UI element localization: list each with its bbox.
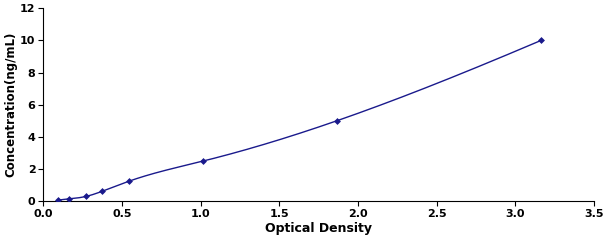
X-axis label: Optical Density: Optical Density	[265, 222, 372, 235]
Y-axis label: Concentration(ng/mL): Concentration(ng/mL)	[4, 32, 17, 178]
